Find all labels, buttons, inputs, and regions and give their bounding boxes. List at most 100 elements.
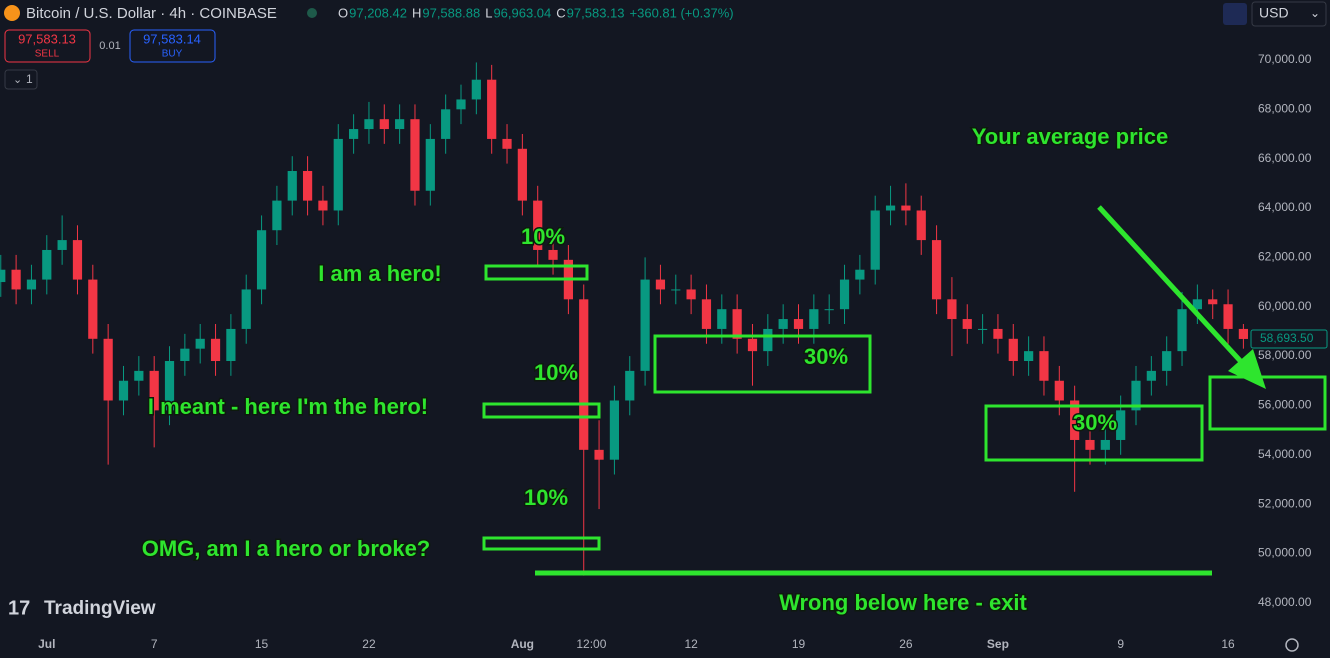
annotation: Wrong below here - exit	[779, 590, 1027, 615]
candle-body	[533, 200, 543, 250]
y-tick-label: 48,000.00	[1258, 595, 1312, 609]
candle-body	[1146, 370, 1156, 381]
y-tick-label: 68,000.00	[1258, 101, 1312, 115]
x-tick-label: Jul	[38, 637, 55, 651]
candle-body	[272, 200, 282, 231]
settings-icon[interactable]	[1285, 638, 1299, 652]
candle-body	[1054, 380, 1064, 401]
entry-box	[984, 404, 1204, 462]
candle-body	[456, 99, 466, 110]
sell-label[interactable]: SELL	[35, 49, 60, 60]
candle-body	[11, 269, 21, 290]
candle-body	[1008, 338, 1018, 362]
y-tick-label: 60,000.00	[1258, 299, 1312, 313]
currency[interactable]: USD	[1259, 5, 1289, 21]
x-tick-label: 9	[1117, 637, 1124, 651]
chevron[interactable]: ⌄	[13, 74, 22, 86]
candle-body	[379, 119, 389, 130]
last-price-tag	[1250, 329, 1328, 349]
x-tick-label: 12:00	[576, 637, 606, 651]
y-tick-label: 58,000.00	[1258, 348, 1312, 362]
buy-price[interactable]: 97,583.14	[143, 31, 201, 46]
candle-body	[1131, 380, 1141, 411]
x-tick-label: 16	[1221, 637, 1235, 651]
x-tick-label: Sep	[987, 637, 1009, 651]
x-tick-label: 22	[362, 637, 376, 651]
y-tick-label: 54,000.00	[1258, 447, 1312, 461]
y-tick-label: 66,000.00	[1258, 151, 1312, 165]
x-tick-label: 15	[255, 637, 269, 651]
annotation: 10%	[534, 360, 578, 385]
candle-body	[471, 79, 481, 100]
candle-body	[0, 269, 6, 283]
candle-body	[947, 299, 957, 320]
ohlc-value: 96,963.04	[493, 5, 551, 20]
watermark: TradingView	[44, 598, 156, 619]
candle-body	[72, 240, 83, 280]
candle-body	[349, 129, 359, 139]
candle-body	[517, 148, 527, 201]
interval-count[interactable]: 1	[26, 72, 33, 86]
candle-body	[302, 171, 313, 201]
ohlc-value: 97,588.88	[422, 5, 480, 20]
candle-body	[717, 309, 727, 329]
candle-body	[149, 370, 159, 411]
candle-body	[1192, 299, 1202, 310]
ohlc-key: H	[412, 5, 421, 20]
annotation: I meant - here I'm the hero!	[148, 394, 428, 419]
candle-body	[901, 205, 911, 211]
candle-body	[885, 205, 896, 211]
candle-body	[916, 210, 926, 241]
entry-box	[653, 334, 872, 394]
candle-body	[579, 299, 589, 450]
candle-body	[855, 269, 865, 280]
candle-body	[487, 79, 497, 139]
candle-body	[134, 370, 144, 381]
candle-body	[686, 289, 696, 300]
candle-body	[118, 380, 129, 401]
candle-body	[625, 370, 635, 401]
candle-body	[609, 400, 620, 460]
candle-body	[778, 319, 788, 329]
y-tick-label: 70,000.00	[1258, 52, 1312, 66]
annotations: Your average price 10% I am a hero! 10% I me…	[140, 122, 1169, 616]
x-tick-label: Aug	[511, 637, 534, 651]
last-price-label: 58,693.50	[1260, 331, 1314, 345]
annotation: 10%	[524, 485, 568, 510]
average-box	[1208, 375, 1327, 431]
candle-body	[502, 138, 512, 149]
change: +360.81 (+0.37%)	[630, 5, 734, 20]
candle-body	[1208, 299, 1218, 305]
y-tick-label: 64,000.00	[1258, 200, 1312, 214]
interval-toggle[interactable]	[4, 69, 38, 90]
candle-body	[226, 328, 236, 362]
sell-price[interactable]: 97,583.13	[18, 31, 76, 46]
candle-body	[364, 119, 374, 130]
candle-body	[701, 299, 712, 329]
candle-body	[26, 279, 37, 290]
x-tick-label: 26	[899, 637, 913, 651]
candle-body	[318, 200, 328, 211]
coin-icon	[4, 5, 20, 21]
annotation: 30%	[1073, 410, 1117, 435]
y-tick-label: 50,000.00	[1258, 546, 1312, 560]
candle-body	[195, 338, 205, 349]
candle-body	[425, 138, 435, 191]
buy-button[interactable]	[129, 29, 216, 63]
entry-box	[482, 402, 601, 419]
annotation: OMG, am I a hero or broke?	[142, 536, 431, 561]
candle-body	[210, 338, 221, 362]
currency-chevron[interactable]: ⌄	[1310, 6, 1320, 20]
sell-button[interactable]	[4, 29, 91, 63]
candle-body	[57, 240, 67, 250]
buy-label[interactable]: BUY	[162, 49, 183, 60]
y-tick-label: 62,000.00	[1258, 250, 1312, 264]
entry-box	[484, 264, 589, 281]
compare-button[interactable]	[1223, 3, 1247, 25]
x-tick-label: 7	[151, 637, 158, 651]
arrow-shaft	[1097, 205, 1247, 368]
entry-box	[482, 536, 601, 551]
currency-select[interactable]	[1251, 1, 1327, 27]
annotation: Your average price	[972, 124, 1168, 149]
candle-body	[395, 119, 405, 130]
